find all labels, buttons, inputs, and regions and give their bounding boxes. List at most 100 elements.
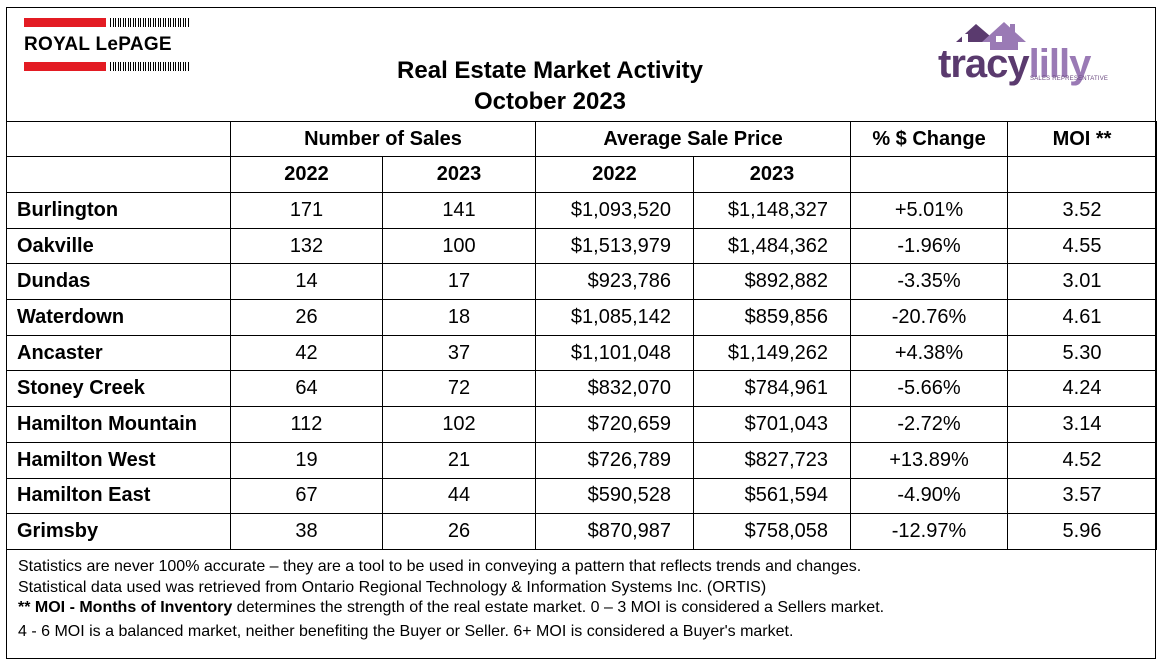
cell-percent-change: -3.35% [850,263,1009,301]
cell-price-2022: $1,093,520 [535,192,695,229]
cell-percent-change: -20.76% [850,299,1009,336]
table-header-row: Number of Sales Average Sale Price % $ C… [6,121,1158,157]
cell-moi: 4.52 [1007,441,1158,479]
cell-sales-2023: 141 [381,192,537,229]
table-row: Grimsby 38 26 $870,987 $758,058 -12.97% 5.96 [6,513,1158,550]
cell-sales-2022: 64 [230,370,383,408]
cell-percent-change: -2.72% [850,406,1009,443]
cell-percent-change: -5.66% [850,370,1009,408]
cell-price-2023: $827,723 [693,441,852,479]
cell-sales-2023: 17 [381,263,537,301]
cell-price-2023: $1,148,327 [693,192,852,229]
cell-price-2022: $1,085,142 [535,299,695,336]
cell-moi: 3.57 [1007,477,1158,515]
cell-sales-2022: 38 [230,513,383,550]
cell-price-2023: $1,149,262 [693,334,852,372]
table-row: Hamilton East 67 44 $590,528 $561,594 -4.90% 3… [6,477,1158,515]
table-row: Burlington 171 141 $1,093,520 $1,148,327 +5.0… [6,192,1158,229]
cell-moi: 5.96 [1007,513,1158,550]
logo-red-bar-top [24,18,106,27]
header-moi: MOI ** [1007,121,1158,157]
cell-moi: 3.52 [1007,192,1158,229]
title-line-2: October 2023 [473,88,627,115]
cell-sales-2023: 37 [381,334,537,372]
cell-percent-change: +5.01% [850,192,1009,229]
cell-moi: 5.30 [1007,334,1158,372]
table-year-row: 2022 2023 2022 2023 [6,156,1158,193]
table-row: Hamilton West 19 21 $726,789 $827,723 +13.89%… [6,441,1158,479]
moi-definition-text: determines the strength of the real esta… [232,599,885,616]
cell-city: Stoney Creek [6,370,231,408]
year-sales-2022: 2022 [230,156,383,193]
cell-percent-change: -12.97% [850,513,1009,550]
cell-sales-2023: 72 [381,370,537,408]
report-title: Real Estate Market Activity October 2023 [300,55,800,117]
cell-price-2023: $758,058 [693,513,852,550]
house-roof-icon [956,22,1026,50]
cell-city: Burlington [6,192,231,229]
cell-moi: 4.24 [1007,370,1158,408]
cell-price-2022: $923,786 [535,263,695,301]
cell-sales-2022: 14 [230,263,383,301]
cell-city: Ancaster [6,334,231,372]
cell-price-2023: $859,856 [693,299,852,336]
cell-sales-2023: 44 [381,477,537,515]
cell-sales-2023: 102 [381,406,537,443]
cell-sales-2023: 18 [381,299,537,336]
logo-barcode-bottom [110,62,190,71]
cell-city: Waterdown [6,299,231,336]
cell-percent-change: -4.90% [850,477,1009,515]
cell-sales-2023: 100 [381,227,537,265]
cell-price-2022: $1,101,048 [535,334,695,372]
cell-percent-change: +13.89% [850,441,1009,479]
logo-barcode-top [110,18,190,27]
title-line-1: Real Estate Market Activity [397,57,703,84]
cell-sales-2022: 26 [230,299,383,336]
cell-sales-2022: 42 [230,334,383,372]
cell-moi: 4.55 [1007,227,1158,265]
cell-moi: 4.61 [1007,299,1158,336]
cell-sales-2022: 112 [230,406,383,443]
cell-price-2022: $590,528 [535,477,695,515]
header-average-sale-price: Average Sale Price [535,121,852,157]
cell-city: Oakville [6,227,231,265]
table-row: Waterdown 26 18 $1,085,142 $859,856 -20.76% 4.… [6,299,1158,336]
moi-definition-term: ** MOI - Months of Inventory [18,599,233,616]
royal-lepage-logo: ROYAL LePAGE [24,18,190,72]
table-row: Dundas 14 17 $923,786 $892,882 -3.35% 3.01 [6,263,1158,301]
cell-city: Hamilton Mountain [6,406,231,443]
table-row: Stoney Creek 64 72 $832,070 $784,961 -5.66% 4.… [6,370,1158,408]
year-blank-change [850,156,1009,193]
cell-sales-2022: 19 [230,441,383,479]
cell-price-2023: $701,043 [693,406,852,443]
header-blank [6,121,231,157]
wordmark-tracy: tracy [938,42,1030,86]
year-sales-2023: 2023 [381,156,537,193]
cell-percent-change: +4.38% [850,334,1009,372]
table-row: Hamilton Mountain 112 102 $720,659 $701,043-… [6,406,1158,443]
cell-price-2022: $726,789 [535,441,695,479]
footnotes: Statistics are never 100% accurate – the… [18,557,1138,642]
market-activity-table: Number of Sales Average Sale Price % $ C… [6,121,1158,550]
table-row: Ancaster 42 37 $1,101,048 $1,149,262 +4.38% 5.… [6,334,1158,372]
cell-moi: 3.14 [1007,406,1158,443]
header-percent-change: % $ Change [850,121,1009,157]
cell-sales-2022: 67 [230,477,383,515]
header-number-of-sales: Number of Sales [229,121,537,157]
wordmark-lilly: lilly [1028,42,1092,86]
cell-price-2023: $892,882 [693,263,852,301]
year-price-2023: 2023 [693,156,852,193]
cell-price-2023: $1,484,362 [693,227,852,265]
footnote-accuracy: Statistics are never 100% accurate – the… [18,558,862,575]
cell-price-2023: $561,594 [693,477,852,515]
cell-price-2022: $1,513,979 [535,227,695,265]
tracy-lilly-wordmark: tracylilly [938,42,1092,86]
year-blank [6,156,231,193]
cell-city: Hamilton East [6,477,231,515]
year-price-2022: 2022 [535,156,695,193]
cell-sales-2022: 132 [230,227,383,265]
cell-price-2022: $870,987 [535,513,695,550]
royal-lepage-wordmark: ROYAL LePAGE [24,34,172,55]
footnote-source: Statistical data used was retrieved from… [18,578,767,596]
cell-city: Dundas [6,263,231,301]
